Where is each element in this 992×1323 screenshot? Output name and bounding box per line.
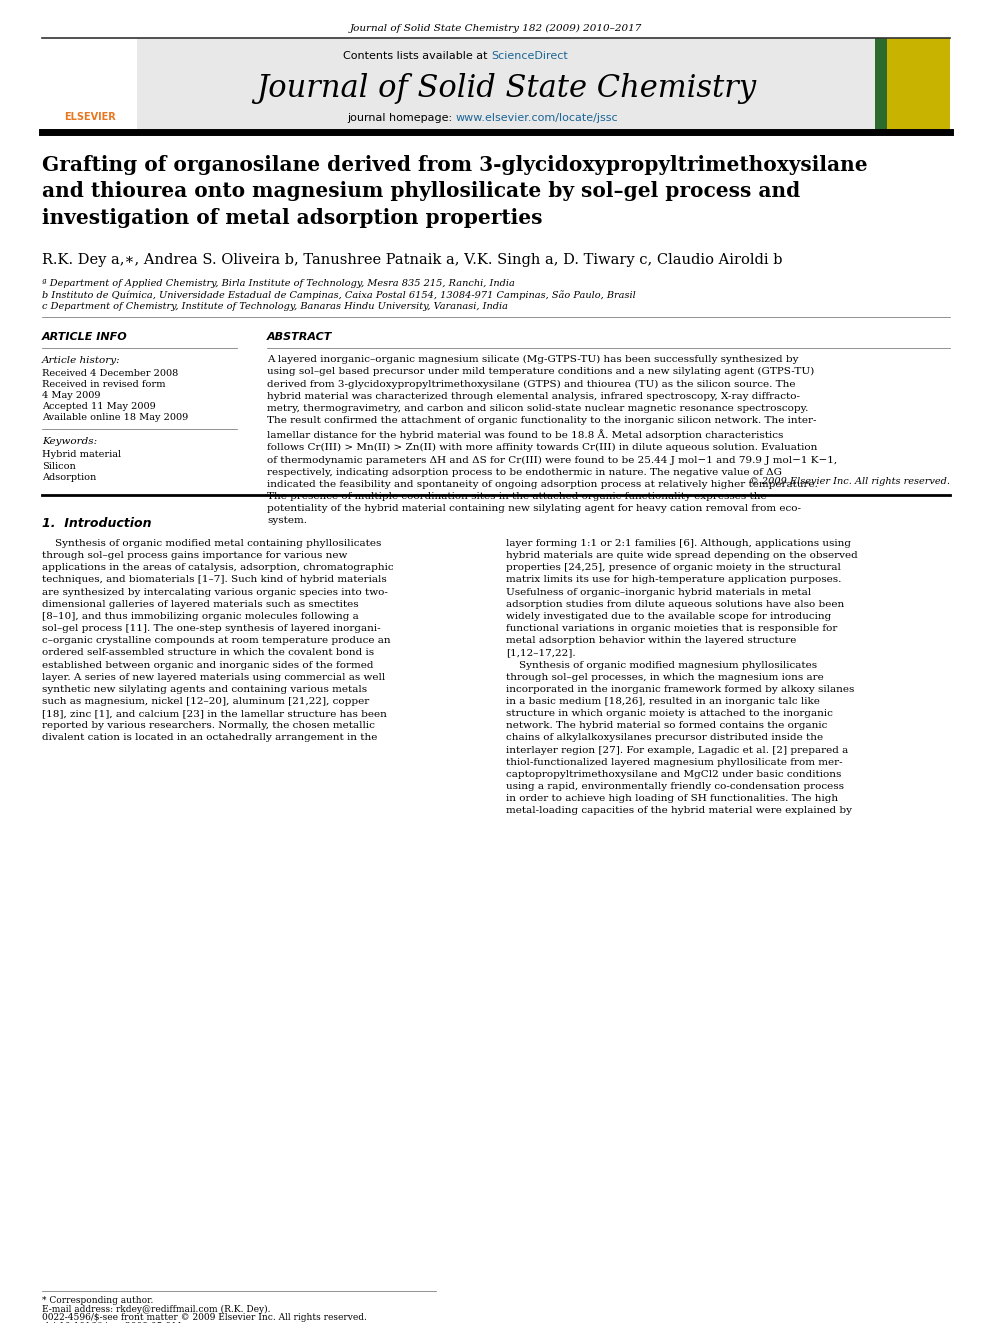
Text: 0022-4596/$-see front matter © 2009 Elsevier Inc. All rights reserved.: 0022-4596/$-see front matter © 2009 Else… — [42, 1312, 367, 1322]
Text: layer forming 1:1 or 2:1 families [6]. Although, applications using
hybrid mater: layer forming 1:1 or 2:1 families [6]. A… — [506, 538, 858, 815]
Text: 4 May 2009: 4 May 2009 — [42, 392, 100, 400]
Text: Received in revised form: Received in revised form — [42, 380, 166, 389]
Text: Contents lists available at: Contents lists available at — [343, 52, 491, 61]
Text: Available online 18 May 2009: Available online 18 May 2009 — [42, 413, 188, 422]
Text: Received 4 December 2008: Received 4 December 2008 — [42, 369, 179, 378]
Text: Keywords:: Keywords: — [42, 437, 97, 446]
Text: Article history:: Article history: — [42, 356, 121, 365]
Text: © 2009 Elsevier Inc. All rights reserved.: © 2009 Elsevier Inc. All rights reserved… — [749, 478, 950, 486]
Bar — [875, 38, 887, 130]
Text: A layered inorganic–organic magnesium silicate (Mg-GTPS-TU) has been successfull: A layered inorganic–organic magnesium si… — [267, 355, 837, 525]
Text: Journal of Solid State Chemistry: Journal of Solid State Chemistry — [256, 73, 756, 103]
Text: Hybrid material: Hybrid material — [42, 450, 121, 459]
Text: b Instituto de Química, Universidade Estadual de Campinas, Caixa Postal 6154, 13: b Instituto de Química, Universidade Est… — [42, 291, 636, 300]
Text: R.K. Dey a,∗, Andrea S. Oliveira b, Tanushree Patnaik a, V.K. Singh a, D. Tiwary: R.K. Dey a,∗, Andrea S. Oliveira b, Tanu… — [42, 253, 783, 267]
Text: c Department of Chemistry, Institute of Technology, Banaras Hindu University, Va: c Department of Chemistry, Institute of … — [42, 302, 508, 311]
Text: www.elsevier.com/locate/jssc: www.elsevier.com/locate/jssc — [456, 112, 619, 123]
Text: Grafting of organosilane derived from 3-glycidoxypropyltrimethoxysilane
and thio: Grafting of organosilane derived from 3-… — [42, 155, 868, 228]
Bar — [875, 38, 950, 130]
Text: * Corresponding author.: * Corresponding author. — [42, 1297, 154, 1304]
Text: ARTICLE INFO: ARTICLE INFO — [42, 332, 128, 343]
Text: ABSTRACT: ABSTRACT — [267, 332, 332, 343]
Text: Journal of Solid State Chemistry 182 (2009) 2010–2017: Journal of Solid State Chemistry 182 (20… — [350, 24, 642, 33]
Bar — [42, 38, 137, 130]
Text: Adsorption: Adsorption — [42, 474, 96, 482]
Text: ª Department of Applied Chemistry, Birla Institute of Technology, Mesra 835 215,: ª Department of Applied Chemistry, Birla… — [42, 279, 515, 288]
Text: ELSEVIER: ELSEVIER — [63, 112, 115, 122]
Text: 1.  Introduction: 1. Introduction — [42, 517, 152, 531]
Text: Silicon: Silicon — [42, 462, 75, 471]
Bar — [42, 38, 950, 130]
Text: Accepted 11 May 2009: Accepted 11 May 2009 — [42, 402, 156, 411]
Text: ScienceDirect: ScienceDirect — [491, 52, 567, 61]
Text: E-mail address: rkdey@rediffmail.com (R.K. Dey).: E-mail address: rkdey@rediffmail.com (R.… — [42, 1304, 271, 1314]
Text: journal homepage:: journal homepage: — [347, 112, 456, 123]
Text: Synthesis of organic modified metal containing phyllosilicates
through sol–gel p: Synthesis of organic modified metal cont… — [42, 538, 394, 742]
